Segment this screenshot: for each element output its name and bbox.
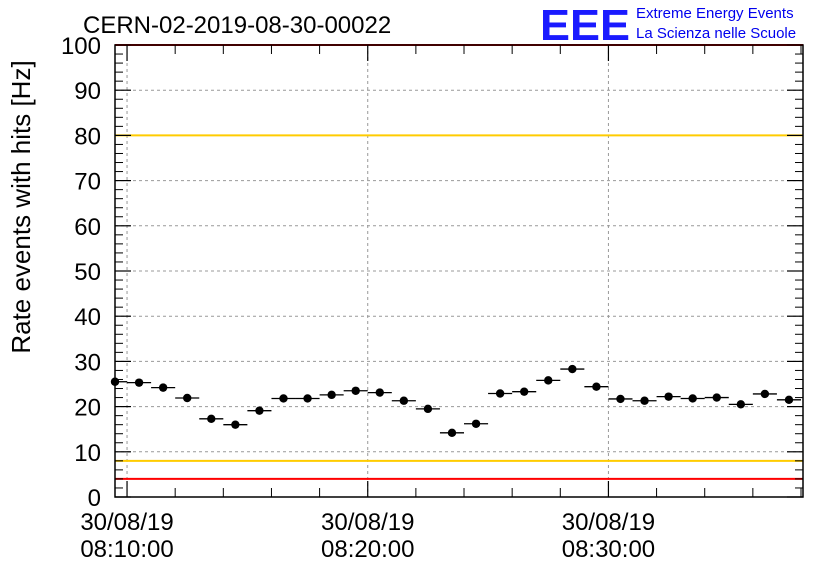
x-tick-label-time: 08:10:00: [80, 536, 173, 563]
data-point: [351, 386, 360, 395]
threshold-lines: [115, 44, 803, 480]
axes: 010203040506070809010030/08/1908:10:0030…: [61, 33, 803, 563]
logo-line-1: Extreme Energy Events: [636, 5, 794, 22]
x-tick-label-time: 08:20:00: [321, 536, 414, 563]
data-point: [688, 394, 697, 403]
y-tick-label: 80: [74, 123, 101, 150]
x-tick-label-time: 08:30:00: [562, 536, 655, 563]
y-tick-label: 0: [88, 485, 101, 512]
data-point: [664, 392, 673, 401]
y-axis-label: Rate events with hits [Hz]: [6, 60, 36, 353]
data-point: [423, 404, 433, 414]
y-tick-label: 10: [74, 440, 101, 467]
data-point: [760, 389, 770, 399]
x-tick-label-date: 30/08/19: [562, 509, 655, 536]
grid: [115, 45, 803, 497]
data-point: [568, 364, 577, 374]
data-point: [183, 393, 192, 403]
x-tick-label-date: 30/08/19: [80, 509, 173, 536]
chart-title: CERN-02-2019-08-30-00022: [83, 12, 391, 39]
data-point: [471, 419, 481, 428]
data-point: [592, 382, 601, 391]
data-point: [375, 388, 384, 397]
eee-logo: EEE Extreme Energy Events La Scienza nel…: [540, 1, 796, 50]
y-tick-label: 60: [74, 214, 101, 241]
data-point: [399, 396, 409, 405]
y-tick-label: 20: [74, 395, 101, 422]
data-point: [640, 396, 649, 405]
data-point: [736, 400, 746, 409]
data-point: [616, 394, 625, 404]
data-point: [519, 387, 529, 396]
y-tick-label: 70: [74, 169, 101, 196]
y-tick-label: 30: [74, 349, 101, 376]
data-point: [784, 395, 794, 405]
data-point: [231, 420, 240, 429]
y-tick-label: 100: [61, 33, 101, 60]
plot-frame: [114, 44, 804, 498]
data-point: [158, 383, 168, 392]
y-tick-label: 40: [74, 304, 101, 331]
y-tick-label: 90: [74, 78, 101, 105]
data-point: [447, 428, 457, 438]
data-point: [207, 414, 216, 424]
data-point: [495, 389, 505, 398]
data-point: [327, 390, 336, 400]
data-point: [134, 378, 144, 387]
x-tick-label-date: 30/08/19: [321, 509, 414, 536]
logo-text: EEE: [540, 1, 630, 50]
data-point: [544, 376, 553, 385]
data-point: [712, 393, 721, 402]
logo-line-2: La Scienza nelle Scuole: [636, 25, 796, 42]
data-point: [279, 394, 288, 403]
data-point: [255, 406, 264, 415]
data-points: [110, 364, 801, 438]
data-point: [303, 394, 312, 403]
y-tick-label: 50: [74, 259, 101, 286]
